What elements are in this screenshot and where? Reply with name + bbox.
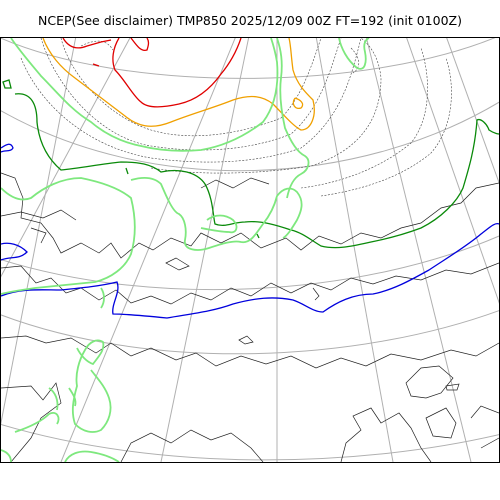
coastline	[1, 262, 499, 305]
isotherm-lightgreen	[68, 387, 77, 407]
isotherm-red	[112, 38, 242, 108]
isotherm-minor	[80, 40, 114, 51]
meridian-line	[406, 38, 499, 304]
isotherm-minor	[320, 57, 452, 197]
isotherm-orange	[42, 38, 315, 131]
coastline	[165, 257, 190, 271]
isotherm-orange-group	[42, 38, 315, 131]
coastline	[238, 335, 254, 345]
meridian-line	[446, 38, 499, 184]
latitude-arc	[1, 235, 499, 291]
coastline	[1, 172, 499, 259]
isotherm-lightgreen	[200, 214, 238, 234]
meridian-line	[60, 38, 236, 462]
coastline	[120, 429, 264, 462]
coastline	[1, 335, 499, 369]
meridian-line	[1, 38, 77, 426]
meridian-line	[315, 38, 394, 462]
latitude-arc	[1, 101, 499, 172]
isotherm-lightgreen	[1, 449, 12, 462]
coastline	[480, 437, 499, 449]
coastline	[470, 405, 499, 419]
isotherm-red	[130, 38, 150, 52]
isotherm-lightgreen	[14, 412, 60, 433]
isotherm-minor	[300, 47, 428, 189]
map-frame	[0, 37, 500, 463]
isotherm-minor	[20, 38, 362, 163]
coastline	[312, 287, 320, 301]
coastline	[340, 407, 432, 462]
isotherm-minor	[60, 38, 322, 137]
isotherm-lightgreen	[48, 387, 59, 411]
coastlines	[1, 172, 499, 462]
latitude-arc	[1, 309, 499, 355]
isotherm-blue	[1, 242, 28, 261]
isotherm-minor	[150, 38, 382, 174]
isotherm-orange	[292, 97, 304, 110]
isotherm-darkgreen	[125, 167, 129, 175]
coastline	[200, 177, 270, 189]
coastline	[405, 365, 454, 399]
latitude-arc	[1, 423, 499, 461]
isotherm-red	[62, 38, 112, 49]
isotherm-red-group	[62, 38, 242, 108]
latitude-arc	[1, 38, 496, 79]
isotherm-darkgreen	[14, 93, 499, 249]
coastline	[425, 407, 457, 439]
isotherm-blue	[1, 222, 499, 319]
coastline	[445, 383, 460, 391]
isotherm-lightgreen	[130, 177, 303, 251]
meridian-line	[365, 38, 472, 462]
isotherm-minor	[40, 38, 342, 151]
isotherm-darkgreen	[256, 233, 260, 239]
coastline	[1, 382, 62, 462]
isotherms-minor	[20, 38, 452, 197]
isotherm-lightgreen-group	[1, 38, 370, 462]
isotherm-blue	[1, 143, 14, 153]
isotherm-red	[92, 63, 100, 67]
map-canvas	[1, 38, 499, 462]
isotherm-darkgreen-group	[2, 79, 499, 249]
isotherm-lightgreen	[71, 339, 112, 433]
isotherm-lightgreen	[276, 38, 310, 199]
meridian-line	[1, 38, 131, 278]
isotherm-blue-group	[1, 143, 499, 319]
chart-title: NCEP(See disclaimer) TMP850 2025/12/09 0…	[38, 13, 462, 28]
isotherm-darkgreen	[2, 79, 12, 89]
coastline	[30, 227, 47, 244]
coastline	[1, 209, 77, 221]
graticule	[1, 38, 499, 462]
isotherm-lightgreen	[64, 450, 120, 462]
isotherm-lightgreen	[338, 38, 370, 70]
isotherm-lightgreen	[100, 287, 105, 309]
isotherm-lightgreen	[10, 38, 279, 152]
isotherm-lightgreen	[1, 177, 136, 295]
